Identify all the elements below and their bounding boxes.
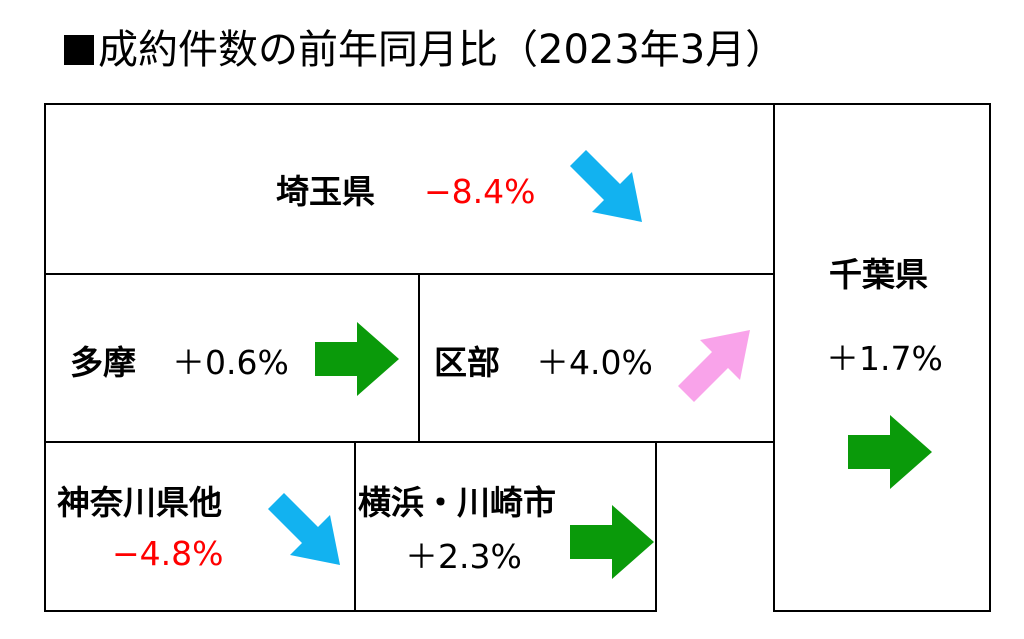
up-right-arrow-icon [678,330,750,402]
title-text: 成約件数の前年同月比（2023年3月） [98,27,786,73]
region-box-chiba [773,103,991,612]
square-bullet-icon [64,35,94,65]
down-right-arrow-icon [268,493,340,565]
region-change-kanagawa: −4.8% [112,534,224,573]
region-name-saitama: 埼玉県 [276,172,375,211]
region-change-saitama: −8.4% [424,172,536,211]
region-name-kanagawa: 神奈川県他 [57,483,222,522]
right-arrow-icon [315,322,399,396]
region-box-saitama [44,103,775,275]
page-title: 成約件数の前年同月比（2023年3月） [64,30,785,70]
down-right-arrow-icon [570,150,642,222]
region-name-yokohama-kawasaki: 横浜・川崎市 [358,483,556,522]
region-change-kubu: ＋4.0% [536,343,653,382]
right-arrow-icon [848,415,932,489]
right-arrow-icon [570,505,654,579]
region-change-yokohama-kawasaki: ＋2.3% [405,537,522,576]
region-change-tama: ＋0.6% [172,343,289,382]
region-name-chiba: 千葉県 [829,255,928,294]
region-change-chiba: ＋1.7% [826,339,943,378]
region-name-tama: 多摩 [70,343,136,382]
region-name-kubu: 区部 [434,343,500,382]
